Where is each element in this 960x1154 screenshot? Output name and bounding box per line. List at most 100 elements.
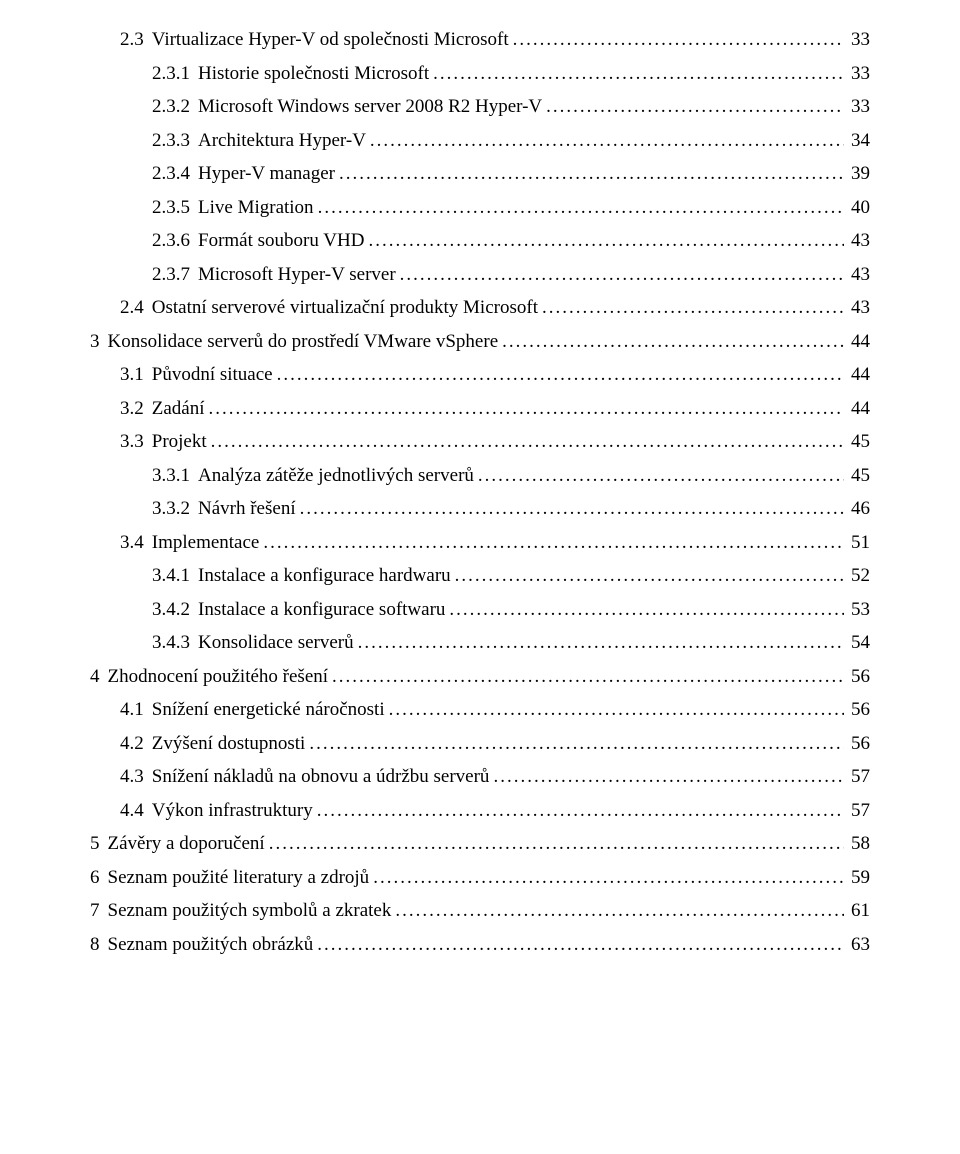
toc-number: 3.4.2 bbox=[152, 600, 198, 619]
toc-number: 5 bbox=[90, 834, 108, 853]
toc-page-number: 44 bbox=[844, 332, 870, 351]
toc-number: 3 bbox=[90, 332, 108, 351]
toc-label: Virtualizace Hyper-V od společnosti Micr… bbox=[152, 30, 509, 49]
toc-number: 2.4 bbox=[120, 298, 152, 317]
toc-page-number: 43 bbox=[844, 231, 870, 250]
toc-entry: 3.4Implementace51 bbox=[90, 533, 870, 552]
toc-page-number: 59 bbox=[844, 868, 870, 887]
toc-number: 3.2 bbox=[120, 399, 152, 418]
toc-leader bbox=[259, 533, 844, 552]
toc-label: Zvýšení dostupnosti bbox=[152, 734, 306, 753]
toc-leader bbox=[305, 734, 844, 753]
toc-label: Projekt bbox=[152, 432, 207, 451]
toc-label: Závěry a doporučení bbox=[108, 834, 265, 853]
toc-page-number: 33 bbox=[844, 97, 870, 116]
toc-entry: 3.4.1Instalace a konfigurace hardwaru52 bbox=[90, 566, 870, 585]
toc-page-number: 34 bbox=[844, 131, 870, 150]
toc-leader bbox=[354, 633, 844, 652]
toc-page-number: 56 bbox=[844, 667, 870, 686]
toc-label: Návrh řešení bbox=[198, 499, 296, 518]
toc-page-number: 43 bbox=[844, 298, 870, 317]
toc-page-number: 44 bbox=[844, 365, 870, 384]
toc-leader bbox=[429, 64, 844, 83]
toc-label: Snížení nákladů na obnovu a údržbu serve… bbox=[152, 767, 490, 786]
toc-label: Formát souboru VHD bbox=[198, 231, 364, 250]
toc-number: 6 bbox=[90, 868, 108, 887]
toc-entry: 2.3.1Historie společnosti Microsoft33 bbox=[90, 64, 870, 83]
toc-label: Instalace a konfigurace softwaru bbox=[198, 600, 445, 619]
toc-entry: 2.3Virtualizace Hyper-V od společnosti M… bbox=[90, 30, 870, 49]
toc-number: 2.3.5 bbox=[152, 198, 198, 217]
toc-leader bbox=[313, 801, 844, 820]
toc-leader bbox=[314, 198, 844, 217]
toc-page-number: 56 bbox=[844, 734, 870, 753]
toc-entry: 2.3.5Live Migration40 bbox=[90, 198, 870, 217]
toc-leader bbox=[364, 231, 844, 250]
toc-entry: 3.3.2Návrh řešení46 bbox=[90, 499, 870, 518]
toc-leader bbox=[296, 499, 844, 518]
toc-leader bbox=[207, 432, 844, 451]
toc-page-number: 46 bbox=[844, 499, 870, 518]
toc-label: Ostatní serverové virtualizační produkty… bbox=[152, 298, 538, 317]
toc-page-number: 56 bbox=[844, 700, 870, 719]
toc-leader bbox=[313, 935, 844, 954]
toc-entry: 3Konsolidace serverů do prostředí VMware… bbox=[90, 332, 870, 351]
toc-number: 4 bbox=[90, 667, 108, 686]
toc-label: Výkon infrastruktury bbox=[152, 801, 313, 820]
toc-number: 2.3.3 bbox=[152, 131, 198, 150]
toc-leader bbox=[273, 365, 844, 384]
toc-page-number: 57 bbox=[844, 767, 870, 786]
toc-leader bbox=[538, 298, 844, 317]
toc-page-number: 51 bbox=[844, 533, 870, 552]
toc-number: 7 bbox=[90, 901, 108, 920]
toc-entry: 8Seznam použitých obrázků 63 bbox=[90, 935, 870, 954]
toc-leader bbox=[366, 131, 844, 150]
toc-leader bbox=[498, 332, 844, 351]
toc-leader bbox=[391, 901, 844, 920]
toc-number: 3.3 bbox=[120, 432, 152, 451]
toc-entry: 2.3.3Architektura Hyper-V 34 bbox=[90, 131, 870, 150]
toc-entry: 4Zhodnocení použitého řešení56 bbox=[90, 667, 870, 686]
toc-page-number: 63 bbox=[844, 935, 870, 954]
toc-entry: 2.4Ostatní serverové virtualizační produ… bbox=[90, 298, 870, 317]
toc-page-number: 61 bbox=[844, 901, 870, 920]
toc-entry: 4.1Snížení energetické náročnosti56 bbox=[90, 700, 870, 719]
toc-leader bbox=[445, 600, 844, 619]
toc-page-number: 45 bbox=[844, 432, 870, 451]
toc-number: 2.3.7 bbox=[152, 265, 198, 284]
toc-label: Snížení energetické náročnosti bbox=[152, 700, 385, 719]
toc-entry: 7Seznam použitých symbolů a zkratek61 bbox=[90, 901, 870, 920]
toc-number: 2.3.2 bbox=[152, 97, 198, 116]
toc-number: 3.1 bbox=[120, 365, 152, 384]
toc-number: 8 bbox=[90, 935, 108, 954]
toc-number: 3.4.1 bbox=[152, 566, 198, 585]
toc-entry: 2.3.6Formát souboru VHD43 bbox=[90, 231, 870, 250]
toc-number: 3.3.1 bbox=[152, 466, 198, 485]
toc-entry: 3.4.3Konsolidace serverů54 bbox=[90, 633, 870, 652]
toc-label: Konsolidace serverů bbox=[198, 633, 354, 652]
toc-leader bbox=[509, 30, 844, 49]
toc-number: 2.3.1 bbox=[152, 64, 198, 83]
toc-entry: 4.2Zvýšení dostupnosti 56 bbox=[90, 734, 870, 753]
toc-leader bbox=[335, 164, 844, 183]
toc-number: 4.3 bbox=[120, 767, 152, 786]
toc-number: 4.4 bbox=[120, 801, 152, 820]
toc-number: 4.2 bbox=[120, 734, 152, 753]
toc-label: Zadání bbox=[152, 399, 205, 418]
toc-label: Seznam použitých obrázků bbox=[108, 935, 314, 954]
toc-leader bbox=[451, 566, 844, 585]
toc-label: Hyper-V manager bbox=[198, 164, 335, 183]
toc-page-number: 52 bbox=[844, 566, 870, 585]
toc-entry: 2.3.7Microsoft Hyper-V server43 bbox=[90, 265, 870, 284]
toc-label: Architektura Hyper-V bbox=[198, 131, 366, 150]
toc-number: 2.3 bbox=[120, 30, 152, 49]
toc-label: Implementace bbox=[152, 533, 260, 552]
toc-page-number: 40 bbox=[844, 198, 870, 217]
toc-entry: 3.4.2Instalace a konfigurace softwaru53 bbox=[90, 600, 870, 619]
toc-page-number: 44 bbox=[844, 399, 870, 418]
toc-entry: 5Závěry a doporučení58 bbox=[90, 834, 870, 853]
toc-page-number: 33 bbox=[844, 30, 870, 49]
toc-label: Microsoft Hyper-V server bbox=[198, 265, 396, 284]
toc-leader bbox=[474, 466, 844, 485]
toc-entry: 3.3Projekt 45 bbox=[90, 432, 870, 451]
